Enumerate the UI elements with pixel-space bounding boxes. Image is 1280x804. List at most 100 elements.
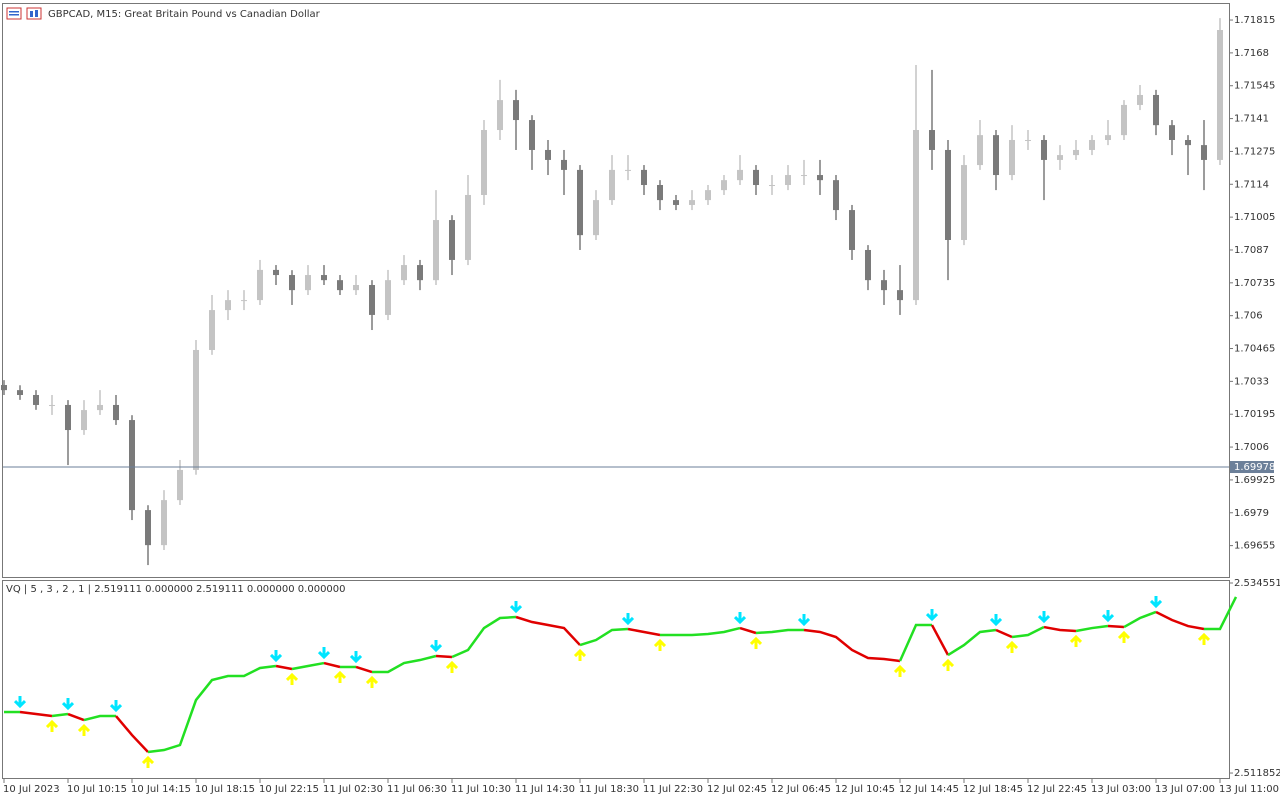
y-tick-label: 1.7033	[1234, 376, 1269, 387]
indicator-line	[323, 661, 341, 669]
candle-body	[241, 300, 247, 302]
y-tick-label: 2.534551	[1234, 578, 1280, 589]
sell-arrow	[317, 647, 331, 660]
candle-body	[81, 410, 87, 431]
x-tick-label: 12 Jul 14:45	[899, 784, 959, 795]
candle-body	[1057, 155, 1063, 160]
indicator-line	[451, 615, 517, 659]
candle-body	[177, 469, 183, 501]
x-tick-label: 11 Jul 10:30	[451, 784, 511, 795]
x-tick-label: 11 Jul 18:30	[579, 784, 639, 795]
candle-body	[721, 180, 727, 191]
candle-body	[273, 269, 279, 276]
indicator-line	[627, 627, 661, 637]
candle-body	[737, 169, 743, 181]
buy-arrow	[365, 675, 379, 689]
buy-arrow	[1197, 632, 1211, 645]
icon	[26, 7, 42, 20]
buy-arrow	[653, 638, 667, 652]
indicator-line	[67, 712, 85, 722]
sell-arrow	[429, 640, 443, 653]
indicator-line	[275, 664, 293, 671]
candle-body	[609, 169, 615, 201]
x-tick-label: 10 Jul 14:15	[131, 784, 191, 795]
x-tick-label: 13 Jul 03:00	[1091, 784, 1151, 795]
candle-body	[817, 175, 823, 181]
x-tick-label: 10 Jul 18:15	[195, 784, 255, 795]
candle-body	[1217, 30, 1223, 160]
candle-body	[161, 500, 167, 546]
candle-body	[977, 135, 983, 166]
x-tick-label: 12 Jul 06:45	[771, 784, 831, 795]
buy-arrow	[1117, 630, 1131, 644]
icon	[35, 10, 38, 17]
candle-body	[529, 120, 535, 150]
y-tick-label: 1.706	[1234, 311, 1263, 322]
candle-body	[913, 130, 919, 301]
icon	[6, 7, 22, 20]
indicator-line	[1204, 596, 1238, 631]
indicator-line	[579, 627, 629, 647]
x-tick-label: 12 Jul 02:45	[707, 784, 767, 795]
y-tick-label: 1.71275	[1234, 146, 1275, 157]
y-tick-label: 1.69925	[1234, 475, 1275, 486]
candle-body	[961, 165, 967, 240]
indicator-line	[372, 654, 437, 674]
candle-body	[1137, 94, 1143, 105]
sell-arrow	[1037, 611, 1051, 624]
buy-arrow	[941, 658, 955, 672]
sell-arrow	[109, 700, 123, 713]
icon	[30, 11, 33, 17]
candle-body	[321, 275, 327, 281]
y-tick-label: 1.71815	[1234, 15, 1275, 26]
y-tick-label: 1.7006	[1234, 442, 1269, 453]
y-tick-label: 1.70195	[1234, 409, 1275, 420]
sell-arrow	[1101, 610, 1115, 623]
candle-body	[1105, 135, 1111, 140]
candle-body	[833, 180, 839, 211]
sell-arrow	[989, 613, 1003, 627]
indicator-line	[1123, 610, 1157, 629]
x-tick-label: 13 Jul 11:00	[1219, 784, 1279, 795]
candle-body	[689, 200, 695, 205]
candle-body	[145, 510, 151, 546]
buy-arrow	[1069, 634, 1083, 647]
candle-body	[497, 100, 503, 131]
candle-body	[417, 265, 423, 281]
sell-arrow	[349, 650, 363, 664]
x-tick-label: 12 Jul 10:45	[835, 784, 895, 795]
icon	[9, 11, 19, 13]
candle-body	[657, 185, 663, 201]
sell-arrow	[1149, 595, 1163, 609]
icon	[9, 14, 19, 16]
indicator-line	[291, 661, 325, 671]
candle-body	[1025, 139, 1031, 141]
candle-body	[257, 269, 263, 301]
x-tick-label: 11 Jul 22:30	[643, 784, 703, 795]
candle-body	[433, 220, 439, 281]
candle-body	[1169, 125, 1175, 140]
candle-body	[513, 100, 519, 121]
y-tick-label: 1.7087	[1234, 245, 1269, 256]
candle-body	[593, 200, 599, 236]
indicator-line	[803, 628, 901, 663]
indicator-line	[660, 626, 741, 637]
x-tick-label: 12 Jul 22:45	[1027, 784, 1087, 795]
candle-body	[993, 135, 999, 176]
candle-body	[337, 280, 343, 291]
x-tick-label: 11 Jul 02:30	[323, 784, 383, 795]
indicator-line	[435, 654, 453, 659]
candle-body	[481, 130, 487, 195]
buy-arrow	[141, 755, 155, 769]
indicator-line	[1011, 625, 1045, 639]
indicator-line	[19, 710, 53, 718]
candle-body	[641, 169, 647, 186]
candle-body	[769, 185, 775, 187]
candle-body	[1, 385, 7, 391]
candle-body	[449, 220, 455, 260]
indicator-line	[115, 715, 149, 753]
candle-body	[881, 280, 887, 291]
candle-body	[465, 194, 471, 260]
price-panel	[2, 3, 1230, 578]
